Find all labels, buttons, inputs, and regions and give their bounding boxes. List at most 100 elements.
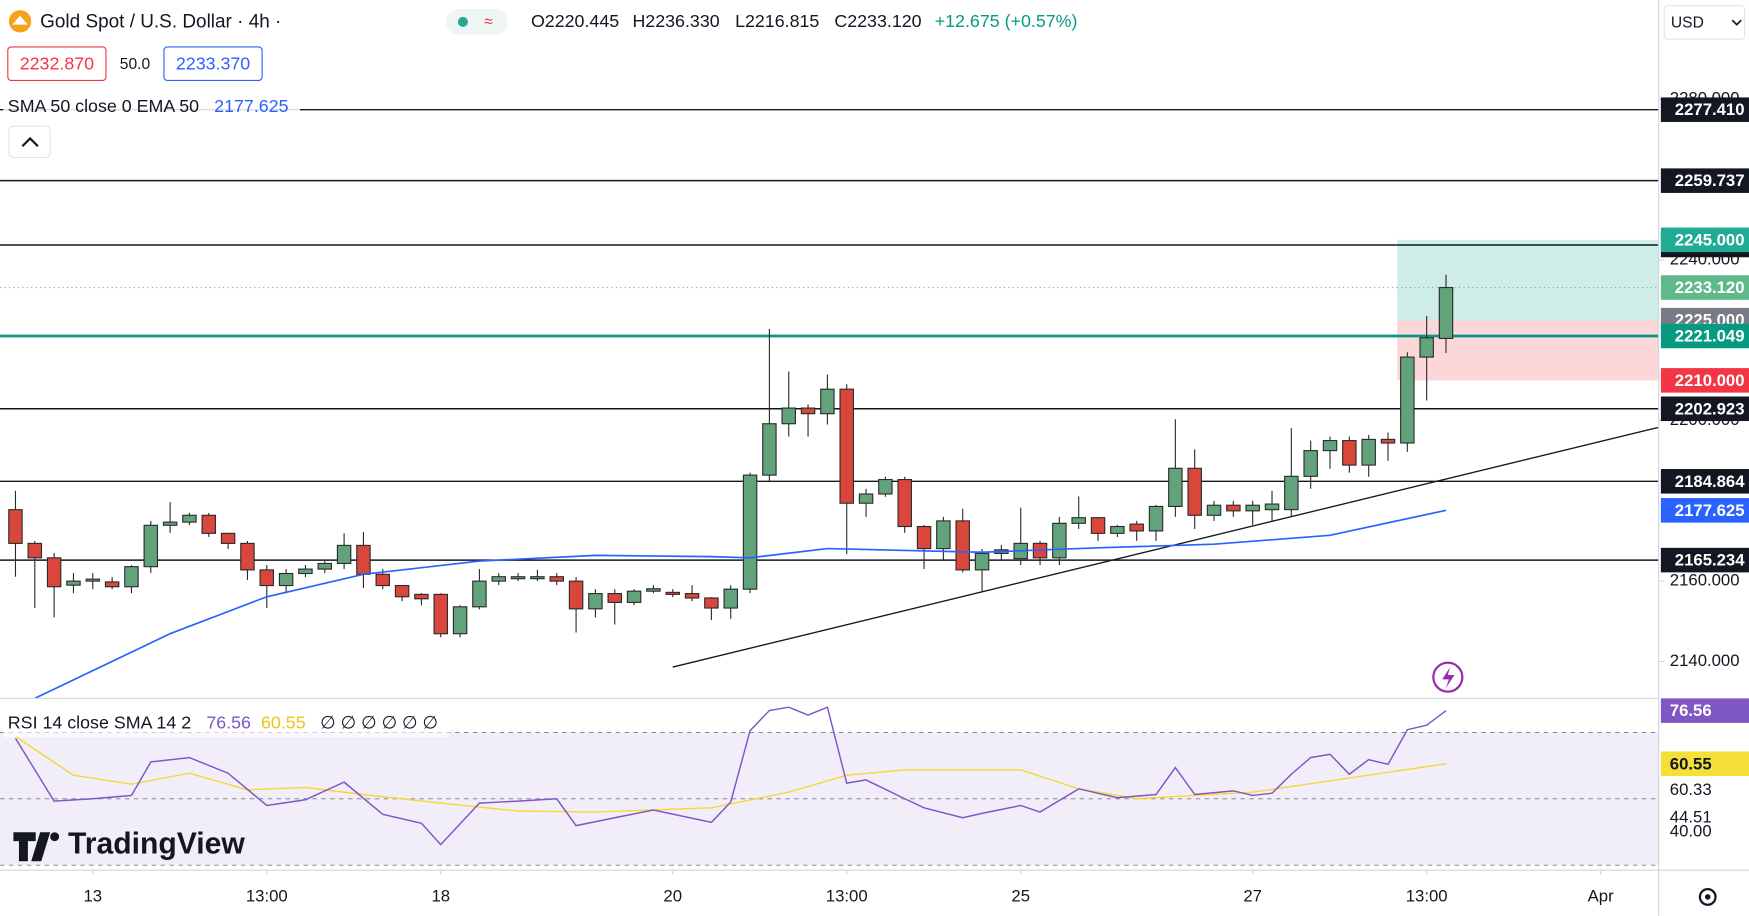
rsi-axis-label: 76.56 <box>1670 701 1712 720</box>
candle-body <box>1380 438 1396 444</box>
candle-body <box>8 509 23 544</box>
candle-body <box>182 514 197 523</box>
rsi-value: 76.56 <box>206 713 251 733</box>
candle-body <box>1342 440 1357 466</box>
indicator-legend-bg <box>3 93 301 119</box>
candle-body <box>684 593 700 599</box>
spread: 50.0 <box>120 56 151 73</box>
x-tick-label: 27 <box>1243 886 1262 905</box>
candle-body <box>143 524 159 568</box>
open-label: O2220.445 <box>531 11 619 31</box>
low-label: L2216.815 <box>735 11 819 31</box>
price-label-bg <box>1660 547 1749 573</box>
x-tick-label: Apr <box>1588 886 1614 905</box>
candle-body <box>742 474 758 590</box>
settings-icon-center <box>1704 894 1711 900</box>
price-label-bg <box>1660 97 1749 122</box>
candle-body <box>375 573 391 587</box>
price-label-bg <box>1660 469 1749 494</box>
plot-layer: 2140.0002160.0002200.0002240.0002280.000… <box>0 89 1740 905</box>
candle-body <box>1419 337 1434 358</box>
price-label-bg <box>1660 275 1749 300</box>
buy-button[interactable] <box>163 46 263 81</box>
rsi-extra-values: ∅ ∅ ∅ ∅ ∅ ∅ <box>320 713 438 733</box>
rsi-legend-bg <box>3 710 450 738</box>
candle-body <box>1284 475 1299 511</box>
candle-body <box>414 593 429 600</box>
x-tick-label: 20 <box>663 886 682 905</box>
candle-body <box>665 591 680 595</box>
price-label-bg <box>1660 323 1749 349</box>
candle-body <box>1226 504 1241 512</box>
rsi-line <box>14 706 1447 846</box>
price-label: 2210.000 <box>1675 371 1745 390</box>
candle-body <box>85 578 101 582</box>
candle-body <box>1400 356 1415 444</box>
candle-body <box>104 581 120 588</box>
candle-body <box>259 569 275 587</box>
candle-body <box>1361 438 1376 466</box>
tv-logo <box>13 832 51 862</box>
trendline <box>672 426 1659 668</box>
rsi-label-bg <box>1660 698 1749 723</box>
candle-body <box>1110 525 1125 534</box>
price-label-bg <box>1660 227 1749 253</box>
rsi-label-bg <box>1660 751 1749 777</box>
candle-body <box>452 606 468 635</box>
rsi-axis-label: 44.51 <box>1670 808 1712 827</box>
candle-body <box>568 580 584 610</box>
ask-price: 2233.370 <box>176 54 250 74</box>
candle-body <box>27 542 43 559</box>
price-label-bg <box>1660 396 1749 422</box>
rsi-tick-label: 40.00 <box>1670 821 1712 840</box>
candle-body <box>1245 504 1260 512</box>
rsi-axis-label: 60.33 <box>1670 780 1712 799</box>
candle-body <box>1264 503 1280 511</box>
candle-body <box>220 532 236 544</box>
market-status[interactable] <box>446 9 508 35</box>
price-label: 2165.234 <box>1675 551 1745 570</box>
candle-body <box>472 580 487 608</box>
stop-zone <box>1397 320 1659 381</box>
candle-body <box>1148 505 1164 532</box>
candle-body <box>723 588 738 609</box>
price-label: 2259.737 <box>1675 171 1745 190</box>
sell-button[interactable] <box>7 46 107 81</box>
x-tick-label: 13:00 <box>826 886 868 905</box>
ema-value: 2177.625 <box>214 96 288 116</box>
candle-body <box>1071 517 1086 524</box>
label-layer: 2277.4102259.7372243.7092202.9232184.864… <box>1660 97 1749 827</box>
x-tick-label: 13 <box>83 886 102 905</box>
x-tick-label: 13:00 <box>246 886 288 905</box>
price-label-bg <box>1660 368 1749 393</box>
candle-body <box>704 597 719 609</box>
symbol-title[interactable]: Gold Spot / U.S. Dollar · 4h · <box>40 11 281 32</box>
x-tick-label: 18 <box>431 886 450 905</box>
price-label-bg <box>1660 168 1749 193</box>
collapse-button[interactable] <box>8 125 51 158</box>
currency-button[interactable] <box>1663 5 1746 40</box>
currency-caret <box>1731 19 1742 26</box>
candle-body <box>356 544 371 575</box>
candle-body <box>491 576 507 582</box>
candle-body <box>936 520 951 550</box>
rsi-legend[interactable]: RSI 14 close SMA 14 2 <box>8 713 191 733</box>
candle-body <box>607 593 622 603</box>
candle-body <box>897 478 912 528</box>
candle-body <box>974 552 990 571</box>
rsi-sma-value: 60.55 <box>261 713 306 733</box>
symbol-icon-glyph <box>12 15 28 25</box>
ema-legend[interactable]: SMA 50 close 0 EMA 50 <box>8 96 199 116</box>
price-label-bg <box>1660 498 1749 523</box>
candle-body <box>800 407 816 415</box>
market-delay-icon: ≈ <box>484 14 493 31</box>
candle-body <box>1303 450 1318 477</box>
settings-icon[interactable] <box>1698 887 1717 906</box>
candle-body <box>762 423 777 476</box>
candle-body <box>530 576 545 580</box>
candle-body <box>955 520 970 571</box>
candle-body <box>510 576 526 580</box>
collapse-icon <box>21 136 39 148</box>
